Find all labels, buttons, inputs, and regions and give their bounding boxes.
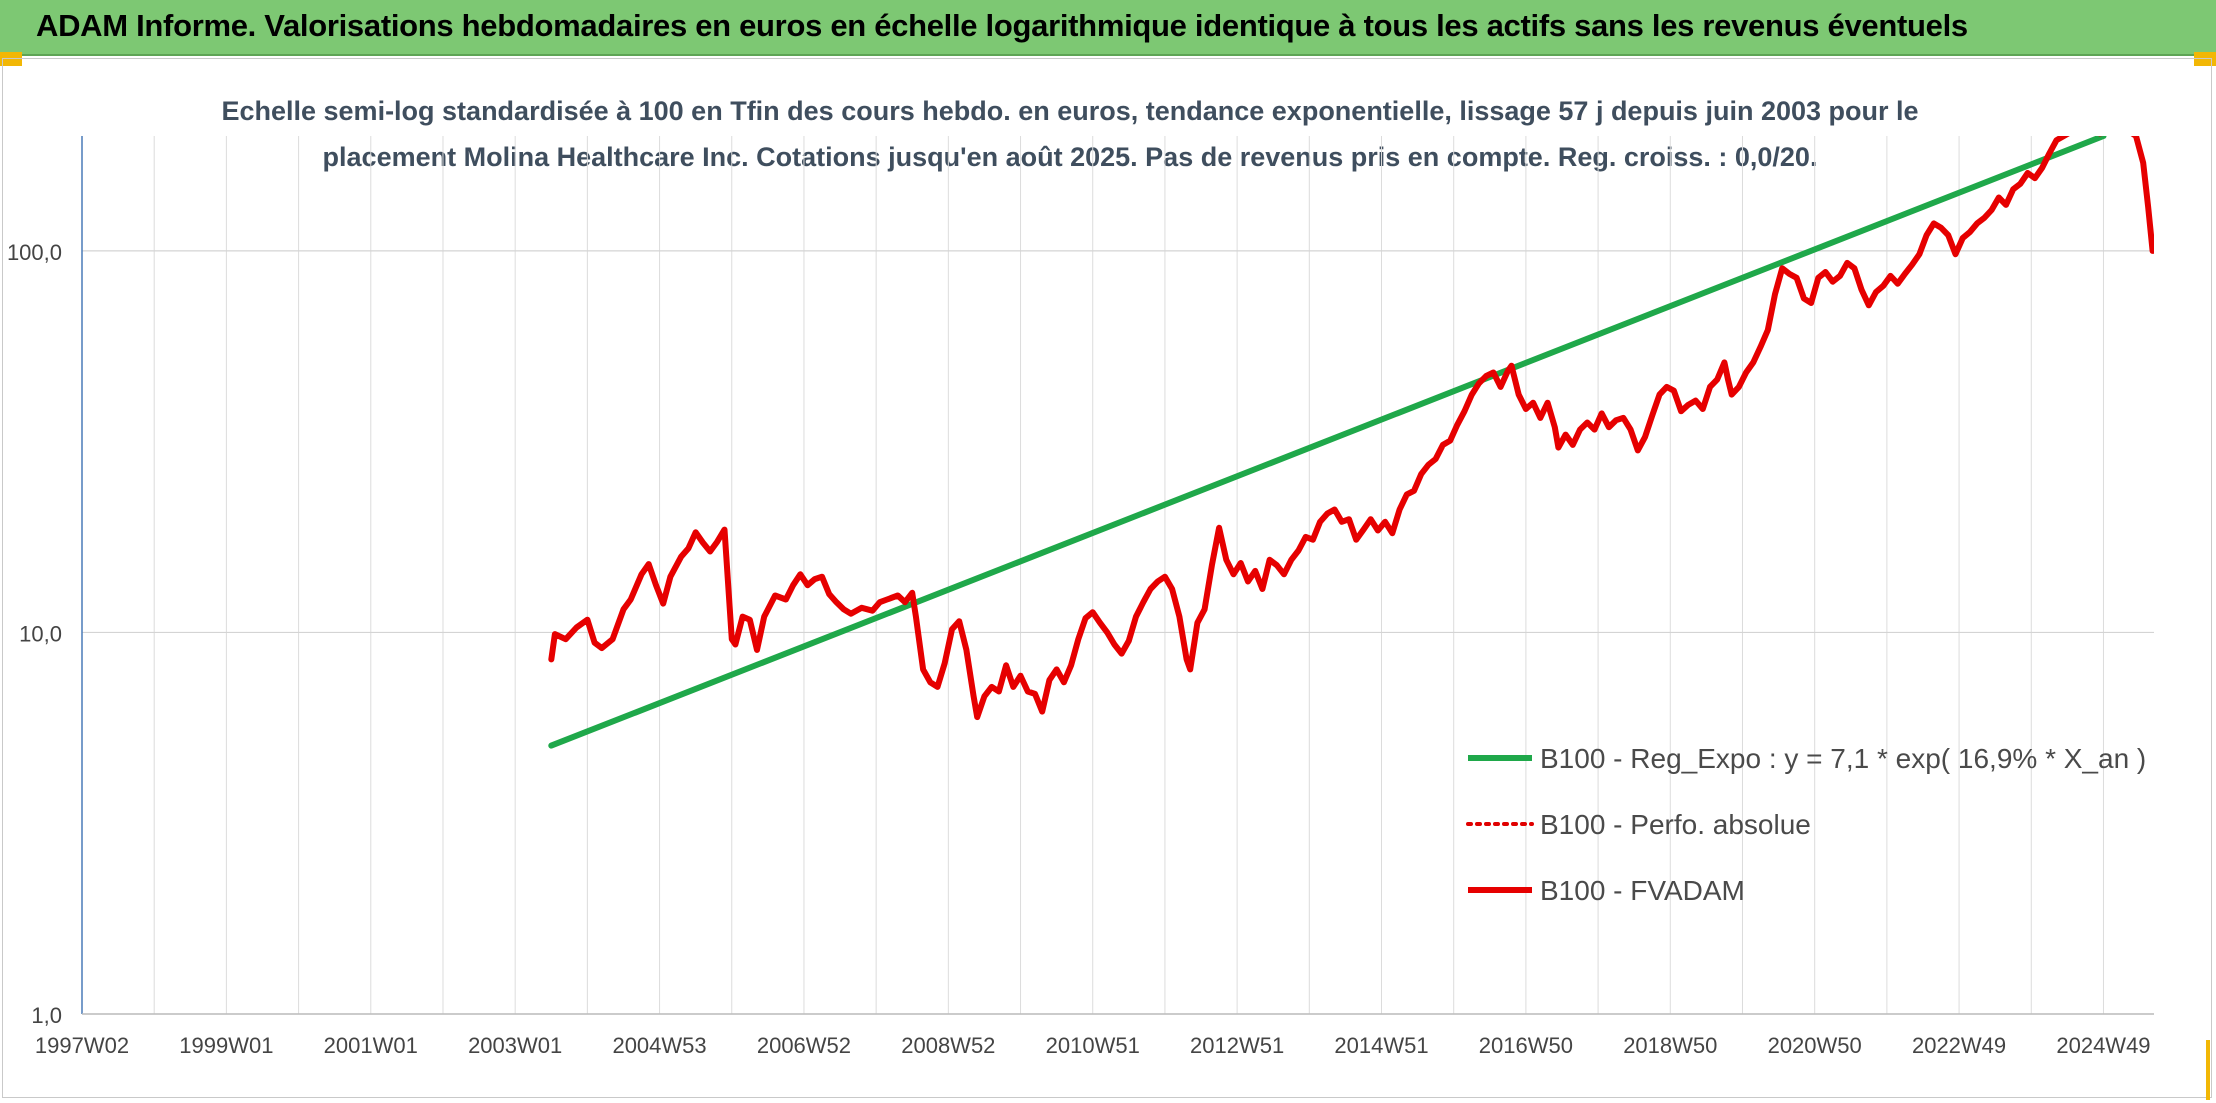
x-tick-label: 2022W49 [1912, 1033, 2006, 1058]
x-tick-label: 2010W51 [1046, 1033, 1140, 1058]
legend-label-2: B100 - FVADAM [1540, 875, 1745, 906]
series-lines [548, 136, 2154, 749]
chart-title-line-2: placement Molina Healthcare Inc. Cotatio… [322, 142, 1818, 172]
x-tick-label: 2024W49 [2056, 1033, 2150, 1058]
report-title: ADAM Informe. Valorisations hebdomadaire… [36, 8, 1968, 43]
x-tick-label: 2006W52 [757, 1033, 851, 1058]
axes [81, 136, 2154, 1015]
y-tick-label: 100,0 [7, 240, 62, 265]
x-tick-labels: 1997W02 1999W01 2001W01 2003W01 2004W53 2006W… [35, 1033, 2151, 1058]
x-tick-label: 2008W52 [901, 1033, 995, 1058]
series-line-0 [548, 136, 2107, 749]
x-tick-label: 2003W01 [468, 1033, 562, 1058]
x-tick-label: 2020W50 [1768, 1033, 1862, 1058]
y-tick-labels: 1,0 10,0 100,0 [7, 240, 62, 1028]
y-tick-label: 10,0 [19, 621, 62, 646]
x-tick-label: 2001W01 [324, 1033, 418, 1058]
x-tick-label: 2018W50 [1623, 1033, 1717, 1058]
legend: B100 - Reg_Expo : y = 7,1 * exp( 16,9% *… [1466, 743, 2146, 906]
x-tick-label: 2012W51 [1190, 1033, 1284, 1058]
x-tick-label: 2004W53 [612, 1033, 706, 1058]
corner-marker-left [0, 52, 22, 66]
legend-label-1: B100 - Perfo. absolue [1540, 809, 1811, 840]
chart-title-line-1: Echelle semi-log standardisée à 100 en T… [221, 96, 1919, 126]
legend-label-0: B100 - Reg_Expo : y = 7,1 * exp( 16,9% *… [1540, 743, 2146, 774]
chart-frame [2, 58, 2212, 1098]
x-tick-label: 2016W50 [1479, 1033, 1573, 1058]
y-tick-label: 1,0 [31, 1003, 62, 1028]
x-tick-label: 1999W01 [179, 1033, 273, 1058]
report-banner: ADAM Informe. Valorisations hebdomadaire… [0, 0, 2216, 56]
frame-accent [2206, 1040, 2210, 1100]
x-tick-label: 2014W51 [1334, 1033, 1428, 1058]
x-tick-label: 1997W02 [35, 1033, 129, 1058]
corner-marker-right [2194, 52, 2216, 66]
series-line-2 [548, 136, 2154, 721]
